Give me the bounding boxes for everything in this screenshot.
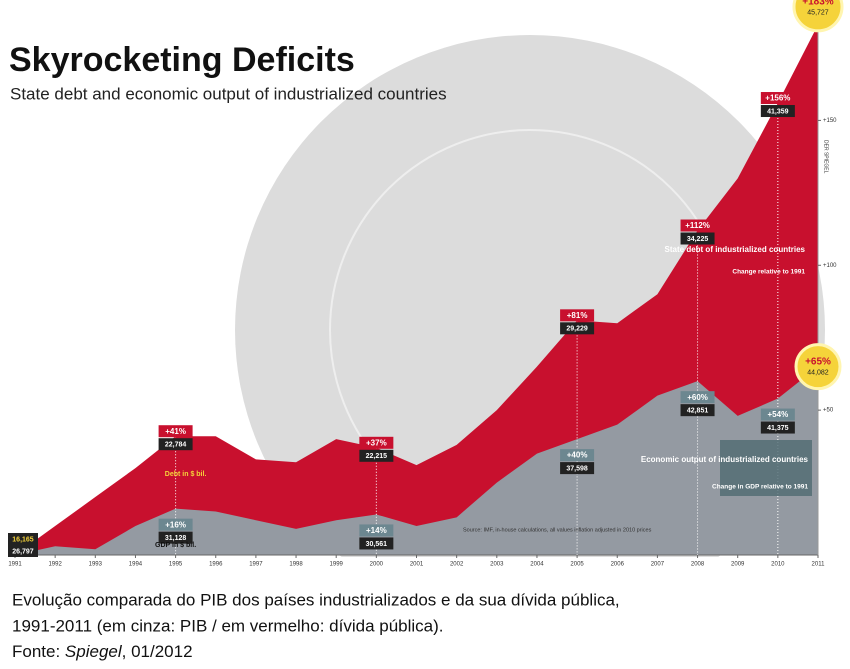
- amount-label: 26,797: [12, 548, 34, 555]
- legend-entry: Economic output of industrialized countr…: [641, 455, 809, 464]
- amount-label: 41,359: [767, 108, 789, 115]
- value-label: +112%: [685, 221, 710, 230]
- x-tick-label: 1998: [289, 562, 303, 568]
- amount-label-box: [560, 462, 595, 475]
- value-label-box: [680, 391, 715, 404]
- caption: 1991-2011 (em cinza: PIB / em vermelho: …: [12, 616, 444, 635]
- badge: [794, 343, 842, 391]
- amount-label-box: [8, 545, 38, 557]
- amount-label-box: [560, 322, 595, 335]
- amount-label: 16,165: [12, 536, 34, 543]
- value-label-box: [359, 524, 394, 537]
- x-tick-label: 2009: [731, 562, 745, 568]
- note-box: [720, 440, 812, 496]
- amount-label: 41,375: [767, 425, 789, 432]
- amount-label-box: [760, 421, 795, 434]
- value-label: +14%: [366, 526, 387, 535]
- x-tick-label: 2008: [691, 562, 705, 568]
- x-tick-label: 2001: [410, 562, 424, 568]
- x-tick-label: 1992: [48, 562, 62, 568]
- amount-label-box: [760, 105, 795, 118]
- value-label: +183%: [802, 0, 834, 7]
- amount-label-box: [680, 232, 715, 245]
- y-tick-label: +150: [823, 118, 837, 124]
- x-tick-label: 1995: [169, 562, 183, 568]
- amount-label: 45,727: [807, 10, 829, 17]
- amount-label-box: [680, 404, 715, 417]
- legend-entry: State debt of industrialized countries: [665, 245, 806, 254]
- x-tick-label: 2005: [570, 562, 584, 568]
- value-label-box: [158, 518, 193, 531]
- amount-label: 37,598: [566, 465, 588, 472]
- x-tick-label: 2011: [812, 562, 826, 568]
- value-label: +60%: [687, 393, 708, 402]
- x-tick-label: 2007: [651, 562, 665, 568]
- amount-label-box: [158, 438, 193, 451]
- amount-label: 31,128: [165, 535, 187, 542]
- value-label: +65%: [805, 356, 831, 367]
- value-label-box: [760, 408, 795, 421]
- value-label: +37%: [366, 438, 387, 447]
- amount-label-box: [359, 449, 394, 462]
- x-tick-label: 1994: [129, 562, 143, 568]
- caption-source-name: Spiegel: [65, 642, 123, 661]
- amount-label: 22,215: [366, 453, 388, 460]
- amount-label: 42,851: [687, 408, 709, 415]
- value-label-box: [158, 425, 193, 438]
- amount-label: 44,082: [807, 370, 829, 377]
- value-label: +40%: [567, 451, 588, 460]
- x-tick-label: 1997: [249, 562, 263, 568]
- y-tick-label: +100: [823, 263, 837, 269]
- badge: [792, 0, 844, 33]
- amount-label-box: [8, 533, 38, 545]
- value-label: +41%: [165, 427, 186, 436]
- value-label-box: [680, 219, 715, 232]
- annotation: Debt in $ bil.: [165, 471, 207, 478]
- x-tick-label: 1991: [8, 562, 22, 568]
- x-tick-label: 1996: [209, 562, 223, 568]
- caption-source-prefix: Fonte:: [12, 642, 65, 661]
- caption-source-suffix: , 01/2012: [122, 642, 193, 661]
- x-tick-label: 2000: [370, 562, 384, 568]
- amount-label-box: [359, 537, 394, 550]
- value-label-box: [760, 92, 795, 105]
- amount-label: 29,229: [566, 326, 588, 333]
- chart-subtitle: State debt and economic output of indust…: [10, 84, 447, 103]
- x-tick-label: 2006: [611, 562, 625, 568]
- value-label: +81%: [567, 311, 588, 320]
- value-label: +54%: [768, 410, 789, 419]
- annotation: Source: IMF, in-house calculations, all …: [463, 527, 652, 533]
- x-tick-label: 2010: [771, 562, 785, 568]
- caption: Evolução comparada do PIB dos países ind…: [12, 590, 620, 609]
- value-label-box: [560, 449, 595, 462]
- amount-label: 22,784: [165, 442, 187, 449]
- caption-source: Fonte: Spiegel, 01/2012: [12, 642, 193, 661]
- amount-label: 34,225: [687, 236, 709, 243]
- x-tick-label: 1993: [89, 562, 103, 568]
- value-label-box: [359, 436, 394, 449]
- value-label: +16%: [165, 520, 186, 529]
- area: [15, 366, 818, 555]
- x-tick-label: 2003: [490, 562, 504, 568]
- chart-title: Skyrocketing Deficits: [9, 41, 355, 79]
- y-tick-label: +50: [823, 408, 834, 414]
- x-tick-label: 2002: [450, 562, 464, 568]
- area: [15, 24, 818, 555]
- annotation: Change in GDP relative to 1991: [712, 484, 808, 491]
- x-tick-label: 1999: [330, 562, 344, 568]
- annotation: Change relative to 1991: [732, 269, 805, 276]
- value-label: +156%: [765, 94, 790, 103]
- amount-label-box: [158, 531, 193, 544]
- credit: DER SPIEGEL: [823, 140, 829, 174]
- annotation: GDP in $ bil.: [155, 542, 196, 549]
- amount-label: 30,561: [366, 541, 388, 548]
- value-label-box: [560, 309, 595, 322]
- x-tick-label: 2004: [530, 562, 544, 568]
